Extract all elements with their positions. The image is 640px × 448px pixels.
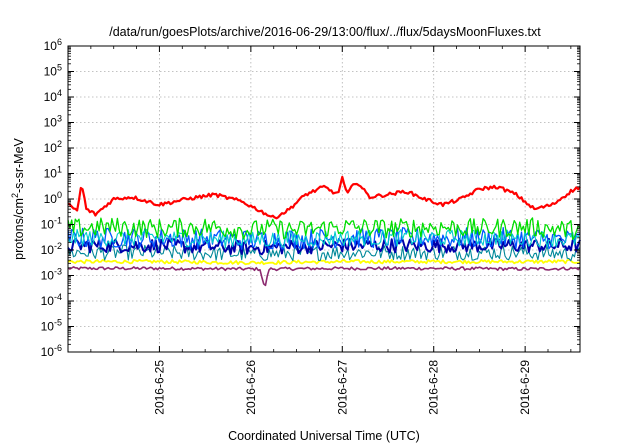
series-group bbox=[67, 175, 581, 287]
y-tick-label-base: 10 bbox=[44, 167, 58, 181]
y-tick-label-base: 10 bbox=[44, 39, 58, 53]
y-axis-label-sup: 2 bbox=[10, 193, 20, 198]
y-tick-label: 106 bbox=[44, 37, 62, 53]
y-tick-label: 104 bbox=[44, 88, 62, 104]
chart-title: /data/run/goesPlots/archive/2016-06-29/1… bbox=[109, 25, 541, 39]
y-tick-label-exp: -5 bbox=[54, 318, 62, 328]
y-tick-labels: 10610510410310210110010-110-210-310-410-… bbox=[41, 37, 62, 359]
y-axis-label-pre: protons/cm bbox=[12, 198, 26, 260]
y-tick-label: 10-3 bbox=[41, 267, 62, 283]
series-line bbox=[67, 175, 581, 220]
y-tick-label: 103 bbox=[44, 114, 62, 130]
x-tick-label: 2016-6-28 bbox=[427, 360, 441, 415]
x-tick-label: 2016-6-29 bbox=[518, 360, 532, 415]
y-tick-label-base: 10 bbox=[44, 65, 58, 79]
y-tick-label-base: 10 bbox=[44, 90, 58, 104]
y-tick-label-exp: -4 bbox=[54, 292, 62, 302]
y-axis-label: protons/cm2-s-sr-MeV bbox=[10, 137, 26, 259]
y-tick-label-base: 10 bbox=[41, 294, 55, 308]
series-line bbox=[67, 258, 581, 266]
y-tick-label-base: 10 bbox=[41, 218, 55, 232]
plot-frame bbox=[67, 45, 581, 353]
y-tick-label-exp: 0 bbox=[57, 190, 62, 200]
grid bbox=[68, 46, 580, 352]
y-tick-label-exp: -3 bbox=[54, 267, 62, 277]
y-tick-label: 10-1 bbox=[41, 216, 62, 232]
x-tick-label: 2016-6-27 bbox=[335, 360, 349, 415]
x-tick-labels: 2016-6-25 2016-6-26 2016-6-27 2016-6-28 2016… bbox=[152, 360, 532, 415]
x-tick-label: 2016-6-26 bbox=[244, 360, 258, 415]
y-tick-label-exp: 6 bbox=[57, 37, 62, 47]
y-tick-label-exp: 4 bbox=[57, 88, 62, 98]
y-tick-label-exp: 1 bbox=[57, 165, 62, 175]
y-tick-label-base: 10 bbox=[41, 269, 55, 283]
y-tick-label-exp: -6 bbox=[54, 343, 62, 353]
y-tick-label-base: 10 bbox=[44, 116, 58, 130]
y-tick-label: 10-5 bbox=[41, 318, 62, 334]
y-tick-label: 105 bbox=[44, 63, 62, 79]
y-tick-label-exp: 2 bbox=[57, 139, 62, 149]
y-tick-label-exp: -2 bbox=[54, 241, 62, 251]
y-tick-label: 102 bbox=[44, 139, 62, 155]
y-tick-label-base: 10 bbox=[44, 192, 58, 206]
y-tick-label: 10-6 bbox=[41, 343, 62, 359]
y-tick-label-base: 10 bbox=[41, 320, 55, 334]
series-line bbox=[67, 244, 581, 262]
series-line bbox=[67, 266, 581, 287]
y-tick-label-base: 10 bbox=[41, 243, 55, 257]
series-line bbox=[67, 228, 581, 249]
y-axis-label-post: -s-sr-MeV bbox=[12, 137, 26, 193]
y-tick-label-base: 10 bbox=[41, 345, 55, 359]
y-tick-label-exp: 3 bbox=[57, 114, 62, 124]
y-tick-label-exp: 5 bbox=[57, 63, 62, 73]
y-tick-label-exp: -1 bbox=[54, 216, 62, 226]
x-axis-label: Coordinated Universal Time (UTC) bbox=[228, 429, 420, 443]
y-tick-label: 100 bbox=[44, 190, 62, 206]
x-tick-label: 2016-6-25 bbox=[152, 360, 166, 415]
y-tick-label-base: 10 bbox=[44, 141, 58, 155]
series-line bbox=[67, 217, 581, 241]
y-tick-label: 10-2 bbox=[41, 241, 62, 257]
y-tick-label: 10-4 bbox=[41, 292, 62, 308]
y-tick-label: 101 bbox=[44, 165, 62, 181]
